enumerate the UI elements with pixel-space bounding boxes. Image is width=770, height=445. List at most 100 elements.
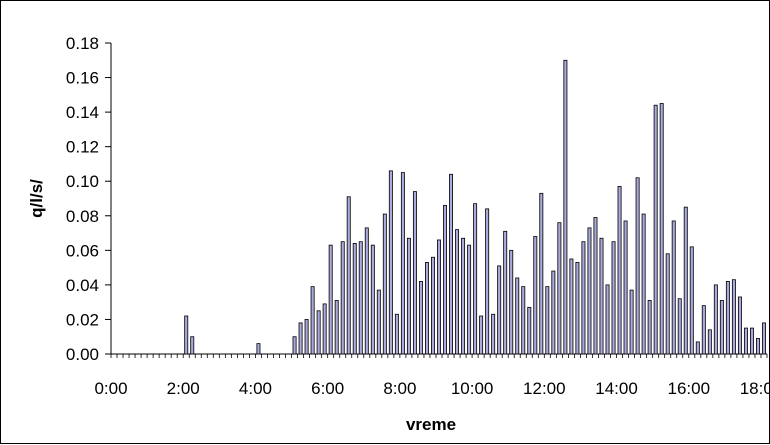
bar — [605, 284, 610, 355]
bar — [298, 322, 303, 355]
bar — [665, 253, 670, 355]
bar — [737, 296, 742, 355]
bar — [545, 286, 550, 355]
bar — [455, 229, 460, 355]
x-tick-label: 18:00 — [740, 379, 770, 398]
bar — [731, 279, 736, 355]
x-tick-label: 2:00 — [167, 379, 200, 398]
bar — [563, 59, 568, 355]
bar — [599, 237, 604, 355]
y-tick-label: 0.08 — [66, 207, 99, 226]
bar — [756, 338, 760, 355]
bar — [659, 103, 664, 355]
bar — [707, 329, 712, 355]
bar — [322, 303, 327, 355]
bar — [443, 205, 447, 355]
bar — [376, 289, 381, 355]
bar — [617, 186, 622, 355]
bar — [539, 192, 544, 355]
bar — [557, 222, 562, 355]
bar — [713, 284, 718, 355]
bar — [184, 315, 189, 355]
y-tick-label: 0.18 — [66, 34, 99, 53]
bar — [527, 306, 532, 355]
bar — [719, 300, 724, 355]
x-tick-label: 4:00 — [239, 379, 272, 398]
bar — [394, 313, 399, 355]
bar — [762, 322, 766, 355]
x-tick-label: 12:00 — [523, 379, 566, 398]
y-tick-label: 0.02 — [66, 310, 99, 329]
bar — [743, 327, 748, 355]
bar — [358, 241, 363, 355]
bar — [611, 241, 616, 355]
bar — [641, 213, 646, 355]
bar — [449, 173, 454, 355]
x-tick-label: 0:00 — [94, 379, 127, 398]
bar — [364, 227, 369, 355]
bar — [352, 243, 357, 355]
bar — [491, 313, 496, 355]
bar — [406, 237, 411, 355]
bar — [328, 244, 333, 355]
bar — [653, 104, 658, 355]
bar — [623, 220, 628, 355]
bar — [388, 170, 393, 355]
bar — [479, 315, 484, 355]
x-tick-label: 6:00 — [311, 379, 344, 398]
bar — [473, 203, 478, 355]
bar — [497, 265, 502, 355]
y-tick-label: 0.16 — [66, 69, 99, 88]
bar — [677, 298, 682, 355]
bar — [749, 327, 754, 355]
bar — [437, 239, 441, 355]
bar — [593, 217, 598, 355]
y-tick-label: 0.14 — [66, 103, 99, 122]
bar — [533, 236, 538, 355]
bar — [701, 305, 706, 355]
bar — [310, 286, 315, 355]
bar — [190, 336, 195, 355]
x-tick-label: 8:00 — [383, 379, 416, 398]
bar — [725, 281, 730, 355]
bar — [647, 300, 652, 355]
bar — [695, 341, 700, 355]
bar — [671, 220, 676, 355]
y-tick-label: 0.04 — [66, 276, 99, 295]
bar — [551, 270, 556, 355]
bar — [485, 208, 490, 355]
y-tick-label: 0.10 — [66, 172, 99, 191]
bar — [316, 310, 321, 355]
bar — [467, 244, 472, 355]
x-tick-label: 14:00 — [595, 379, 638, 398]
bar — [521, 286, 526, 355]
bar — [689, 246, 694, 355]
bar — [683, 206, 688, 355]
bar — [256, 343, 261, 355]
bar — [400, 172, 405, 355]
x-axis-title: vreme — [406, 415, 456, 434]
bar — [575, 262, 580, 355]
x-tick-label: 16:00 — [667, 379, 710, 398]
y-tick-label: 0.06 — [66, 241, 99, 260]
bar — [412, 191, 417, 355]
y-tick-label: 0.12 — [66, 138, 99, 157]
x-tick-label: 10:00 — [451, 379, 494, 398]
bar — [292, 336, 297, 355]
bar — [515, 277, 520, 355]
bar — [304, 319, 309, 355]
bar — [334, 300, 339, 355]
bar — [635, 177, 640, 355]
bar — [346, 196, 351, 355]
bar — [629, 289, 634, 355]
y-axis-title: q/l/s/ — [27, 179, 46, 218]
bar — [569, 258, 574, 355]
bar — [581, 241, 586, 355]
bar — [461, 237, 466, 355]
bar — [424, 262, 429, 355]
bar — [509, 249, 514, 355]
bar — [370, 244, 375, 355]
bar — [382, 213, 387, 355]
y-tick-label: 0.00 — [66, 345, 99, 364]
